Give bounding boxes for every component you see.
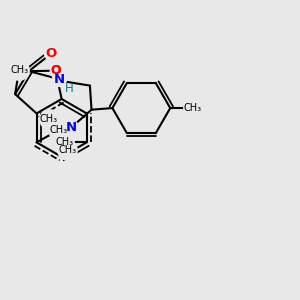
Text: H: H bbox=[64, 82, 74, 95]
Text: N: N bbox=[66, 121, 77, 134]
Text: CH₃: CH₃ bbox=[10, 65, 28, 75]
Text: N: N bbox=[54, 73, 65, 86]
Text: O: O bbox=[50, 64, 61, 77]
Text: CH₃: CH₃ bbox=[55, 137, 73, 147]
Text: CH₃: CH₃ bbox=[40, 114, 58, 124]
Text: CH₃: CH₃ bbox=[184, 103, 202, 113]
Text: O: O bbox=[50, 64, 61, 77]
Text: CH₃: CH₃ bbox=[49, 125, 67, 135]
Text: CH₃: CH₃ bbox=[58, 145, 76, 155]
Text: O: O bbox=[46, 47, 57, 60]
